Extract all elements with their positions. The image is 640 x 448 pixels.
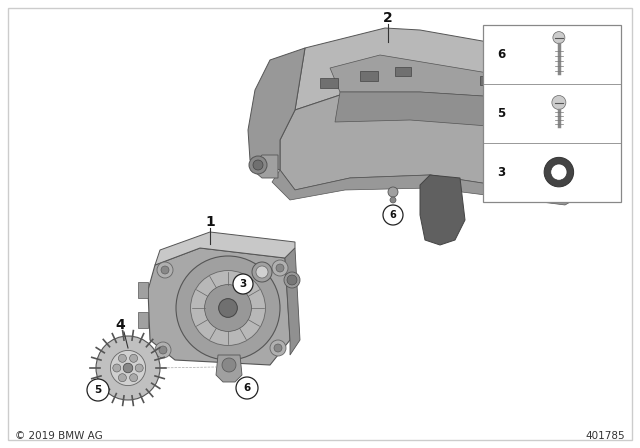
Circle shape [135, 364, 143, 372]
Polygon shape [295, 28, 590, 120]
Circle shape [252, 262, 272, 282]
Circle shape [87, 379, 109, 401]
Polygon shape [255, 155, 278, 178]
Polygon shape [285, 248, 300, 355]
Text: 401785: 401785 [586, 431, 625, 441]
Text: 2: 2 [383, 11, 393, 25]
Circle shape [222, 358, 236, 372]
Circle shape [159, 346, 167, 354]
Text: 6: 6 [497, 47, 506, 60]
Circle shape [236, 377, 258, 399]
Polygon shape [148, 248, 290, 365]
Polygon shape [138, 312, 148, 328]
Circle shape [256, 266, 268, 278]
Text: 6: 6 [390, 210, 396, 220]
Circle shape [276, 264, 284, 272]
Circle shape [118, 354, 127, 362]
Circle shape [284, 272, 300, 288]
Polygon shape [280, 60, 600, 195]
Circle shape [553, 32, 565, 43]
Circle shape [390, 197, 396, 203]
Circle shape [205, 284, 252, 332]
Polygon shape [272, 170, 600, 205]
Circle shape [129, 354, 138, 362]
Polygon shape [155, 232, 295, 265]
Polygon shape [395, 67, 411, 76]
Polygon shape [420, 175, 465, 245]
Polygon shape [590, 60, 610, 180]
Circle shape [118, 374, 127, 382]
Polygon shape [360, 71, 378, 81]
FancyBboxPatch shape [483, 25, 621, 202]
Circle shape [287, 275, 297, 285]
Text: 1: 1 [205, 215, 215, 229]
Text: 6: 6 [243, 383, 251, 393]
Polygon shape [320, 78, 338, 88]
Polygon shape [330, 55, 545, 100]
Circle shape [157, 262, 173, 278]
Circle shape [270, 340, 286, 356]
Polygon shape [216, 355, 242, 382]
Polygon shape [248, 48, 305, 170]
Circle shape [552, 95, 566, 109]
Circle shape [272, 260, 288, 276]
Circle shape [219, 299, 237, 317]
Polygon shape [138, 282, 148, 298]
Circle shape [161, 266, 169, 274]
Circle shape [388, 187, 398, 197]
Circle shape [113, 364, 121, 372]
Circle shape [274, 344, 282, 352]
Circle shape [123, 363, 133, 373]
Circle shape [544, 157, 573, 187]
Circle shape [383, 205, 403, 225]
Text: 5: 5 [94, 385, 102, 395]
Text: 5: 5 [497, 107, 506, 120]
Text: 4: 4 [115, 318, 125, 332]
Circle shape [253, 160, 263, 170]
Polygon shape [480, 76, 496, 85]
Circle shape [96, 336, 160, 400]
Circle shape [155, 342, 171, 358]
Circle shape [176, 256, 280, 360]
Text: 3: 3 [497, 166, 505, 179]
Circle shape [111, 350, 146, 386]
Circle shape [129, 374, 138, 382]
Circle shape [249, 156, 267, 174]
Text: 3: 3 [239, 279, 246, 289]
Circle shape [191, 271, 266, 345]
Polygon shape [335, 92, 545, 130]
Circle shape [233, 274, 253, 294]
Text: © 2019 BMW AG: © 2019 BMW AG [15, 431, 103, 441]
Circle shape [551, 164, 567, 180]
